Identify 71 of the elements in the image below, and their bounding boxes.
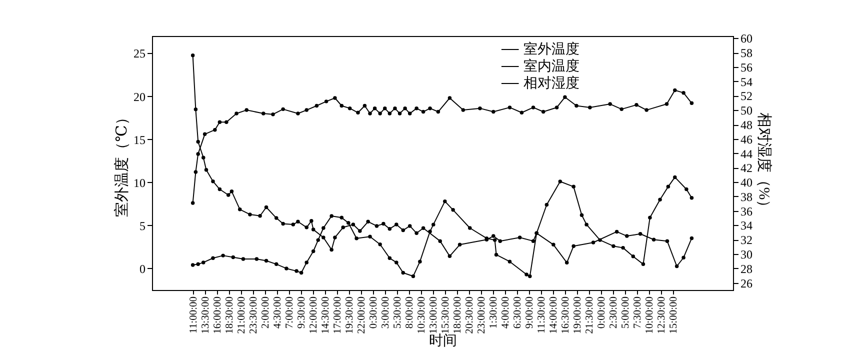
- x-tick-label: 19:00:00: [572, 296, 584, 334]
- x-tick-label: 21:30:00: [584, 296, 596, 334]
- x-tick-label: 21:00:00: [236, 296, 248, 334]
- y2-axis-title: 相对湿度（%）: [756, 112, 772, 215]
- x-tick-label: 23:30:00: [248, 296, 260, 334]
- y2-tick-label: 26: [740, 276, 752, 290]
- y-tick-label: 0: [140, 262, 146, 276]
- x-tick-label: 12:00:00: [308, 296, 320, 334]
- x-tick-label: 22:00:00: [356, 296, 368, 334]
- y-tick-label: 25: [134, 46, 146, 61]
- y-tick-label: 10: [134, 176, 146, 190]
- x-tick-label: 23:00:00: [476, 296, 488, 334]
- x-tick-label: 20:30:00: [464, 296, 476, 334]
- y2-tick-label: 38: [740, 190, 752, 204]
- x-tick-label: 4:00:00: [500, 296, 512, 329]
- y2-tick-label: 56: [740, 60, 752, 74]
- y2-tick-label: 40: [740, 176, 752, 190]
- y2-tick-label: 30: [740, 248, 752, 262]
- x-tick-label: 16:30:00: [560, 296, 572, 334]
- y-tick-label: 5: [140, 218, 146, 233]
- x-tick-label: 4:30:00: [272, 296, 284, 329]
- y-tick-label: 20: [134, 90, 146, 104]
- y2-tick-label: 58: [740, 46, 752, 60]
- x-tick-label: 3:00:00: [380, 296, 392, 329]
- x-tick-label: 13:00:00: [428, 296, 440, 334]
- x-tick-label: 9:30:00: [296, 296, 308, 329]
- x-tick-label: 18:30:00: [224, 296, 236, 334]
- x-tick-label: 1:30:00: [488, 296, 500, 329]
- legend-label: 室外温度: [524, 42, 580, 58]
- x-tick-label: 15:30:00: [440, 296, 452, 334]
- x-tick-label: 8:00:00: [404, 296, 416, 329]
- x-tick-label: 6:30:00: [512, 296, 524, 329]
- y-axis-title: 室外温度（℃）: [114, 110, 130, 217]
- x-tick-label: 13:30:00: [200, 296, 212, 334]
- y2-tick-label: 46: [740, 132, 752, 146]
- x-tick-label: 19:30:00: [344, 296, 356, 334]
- x-tick-label: 9:00:00: [524, 296, 536, 329]
- y2-tick-label: 32: [740, 233, 752, 248]
- x-tick-label: 0:00:00: [596, 296, 608, 329]
- x-tick-label: 2:00:00: [260, 296, 272, 329]
- x-tick-label: 18:00:00: [452, 296, 464, 334]
- y2-tick-label: 42: [740, 161, 752, 176]
- x-tick-label: 10:30:00: [416, 296, 428, 334]
- x-tick-label: 0:30:00: [368, 296, 380, 329]
- y2-tick-label: 28: [740, 262, 752, 276]
- y2-tick-label: 48: [740, 118, 752, 132]
- x-tick-label: 2:30:00: [608, 296, 620, 329]
- legend-label: 室内温度: [524, 58, 580, 74]
- y2-tick-label: 36: [740, 204, 752, 218]
- x-tick-label: 7:30:00: [632, 296, 644, 329]
- x-tick-label: 16:00:00: [212, 296, 224, 334]
- x-tick-label: 14:30:00: [320, 296, 332, 334]
- y2-tick-label: 44: [740, 146, 752, 161]
- x-tick-label: 11:00:00: [188, 296, 200, 334]
- legend-label: 相对湿度: [524, 76, 580, 92]
- x-tick-label: 5:00:00: [620, 296, 632, 329]
- x-tick-label: 7:00:00: [284, 296, 296, 329]
- x-tick-label: 12:30:00: [656, 296, 668, 334]
- y2-tick-label: 52: [740, 89, 752, 104]
- y-tick-label: 15: [134, 132, 146, 147]
- y2-tick-label: 60: [740, 32, 752, 46]
- x-tick-label: 15:00:00: [668, 296, 680, 334]
- x-tick-label: 10:00:00: [644, 296, 656, 334]
- y2-tick-label: 34: [740, 218, 752, 233]
- x-tick-label: 14:00:00: [548, 296, 560, 334]
- x-axis-title: 时间: [429, 332, 457, 349]
- x-tick-label: 11:30:00: [536, 296, 548, 334]
- y2-tick-label: 54: [740, 74, 752, 89]
- y2-tick-label: 50: [740, 104, 752, 118]
- x-tick-label: 5:30:00: [392, 296, 404, 329]
- x-tick-label: 17:00:00: [332, 296, 344, 334]
